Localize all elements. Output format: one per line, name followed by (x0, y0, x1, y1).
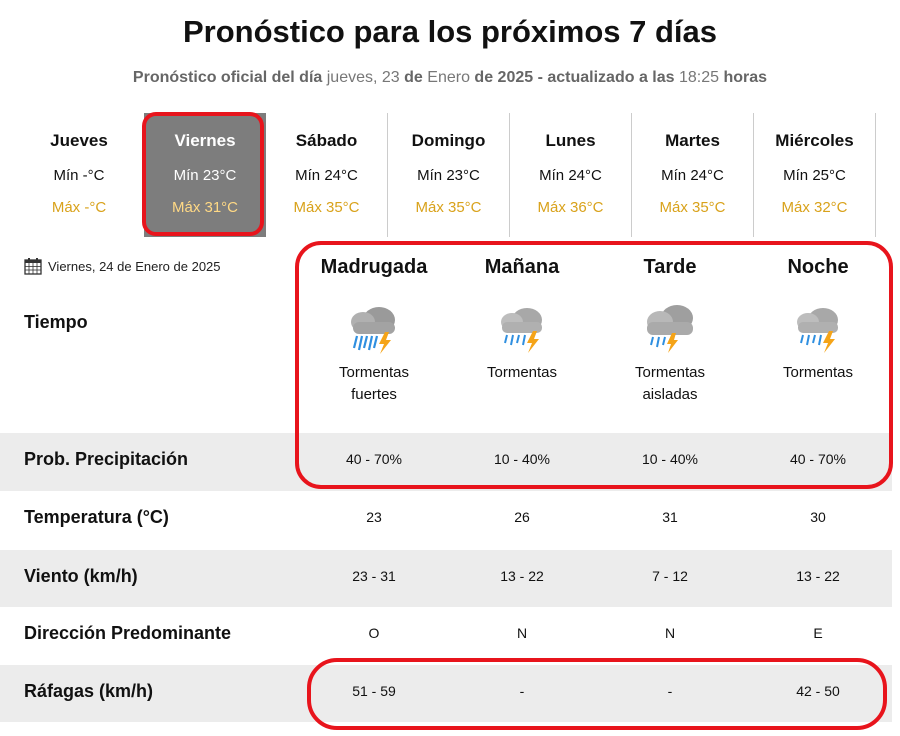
day-selector: Jueves Mín -°C Máx -°C Viernes Mín 23°C … (16, 113, 876, 237)
cell-value: 40 - 70% (789, 451, 847, 467)
subtitle-label: Pronóstico oficial del día (132, 69, 323, 86)
day-max: Máx 35°C (659, 199, 726, 216)
day-min: Mín -°C (53, 167, 105, 184)
day-tab-miercoles[interactable]: Miércoles Mín 25°C Máx 32°C (754, 113, 876, 237)
day-name: Miércoles (775, 131, 854, 150)
period-tarde: Tarde (643, 256, 697, 278)
cell-value: 31 (662, 509, 678, 525)
subtitle-time: 18:25 (678, 69, 720, 86)
subtitle-year: de 2025 (474, 69, 534, 86)
cell-value: N (664, 625, 676, 641)
detail-date: Viernes, 24 de Enero de 2025 (24, 257, 221, 275)
row-label: Prob. Precipitación (24, 449, 189, 469)
day-name: Martes (665, 131, 720, 150)
cell-value: E (813, 625, 823, 641)
cell-value: 26 (514, 509, 530, 525)
cell-value: 10 - 40% (641, 451, 699, 467)
row-label: Dirección Predominante (24, 623, 232, 643)
tiempo-label: Tiempo (24, 312, 88, 332)
selected-day-highlight (142, 112, 264, 236)
row-label: Viento (km/h) (24, 566, 138, 586)
day-max: Máx 35°C (293, 199, 360, 216)
day-min: Mín 23°C (173, 167, 237, 184)
storm-icon (797, 308, 838, 353)
weather-desc: Tormentas (782, 364, 854, 381)
wind-band (0, 550, 892, 607)
precip-band (0, 433, 892, 491)
day-tab-martes[interactable]: Martes Mín 24°C Máx 35°C (632, 113, 754, 237)
weather-desc-2: fuertes (351, 386, 397, 403)
cell-value: 51 - 59 (352, 683, 396, 699)
day-tab-sabado[interactable]: Sábado Mín 24°C Máx 35°C (266, 113, 388, 237)
weather-desc: Tormentas (338, 364, 410, 381)
cell-value: N (516, 625, 528, 641)
weather-madrugada: Tormentas fuertes (300, 300, 448, 406)
day-max: Máx 32°C (781, 199, 848, 216)
period-manana: Mañana (484, 256, 560, 278)
subtitle-hours: horas (723, 69, 768, 86)
period-header: Madrugada Mañana Tarde Noche (300, 250, 892, 286)
row-label: Ráfagas (km/h) (24, 681, 154, 701)
cell-value: - (519, 683, 525, 699)
calendar-icon (24, 257, 42, 275)
weather-desc-2: aisladas (642, 386, 698, 403)
weather-highlight (295, 241, 893, 489)
day-min: Mín 24°C (661, 167, 724, 184)
day-tab-viernes[interactable]: Viernes Mín 23°C Máx 31°C (144, 113, 266, 237)
row-label: Temperatura (°C) (24, 507, 169, 527)
row-gusts: Ráfagas (km/h) 51 - 59 - - 42 - 50 (0, 665, 892, 721)
period-noche: Noche (787, 256, 849, 278)
subtitle-month: Enero (427, 69, 470, 86)
cell-value: 10 - 40% (493, 451, 551, 467)
day-min: Mín 25°C (783, 167, 846, 184)
day-tab-lunes[interactable]: Lunes Mín 24°C Máx 36°C (510, 113, 632, 237)
subtitle-updated: - actualizado a las (537, 69, 675, 86)
day-tab-jueves[interactable]: Jueves Mín -°C Máx -°C (18, 113, 140, 237)
day-tab-domingo[interactable]: Domingo Mín 23°C Máx 35°C (388, 113, 510, 237)
day-min: Mín 24°C (295, 167, 358, 184)
row-precipitation: Prob. Precipitación 40 - 70% 10 - 40% 10… (0, 433, 892, 489)
day-name: Lunes (545, 131, 596, 150)
day-max: Máx -°C (51, 199, 107, 216)
cell-value: 23 (366, 509, 382, 525)
day-name: Viernes (174, 131, 236, 150)
day-max: Máx 36°C (537, 199, 604, 216)
weather-noche: Tormentas (744, 300, 892, 384)
day-min: Mín 24°C (539, 167, 602, 184)
day-name: Jueves (50, 131, 108, 150)
day-max: Máx 31°C (171, 199, 239, 216)
day-max: Máx 35°C (415, 199, 482, 216)
cell-value: 13 - 22 (500, 568, 544, 584)
cell-value: - (667, 683, 673, 699)
detail-date-text: Viernes, 24 de Enero de 2025 (48, 258, 221, 274)
cell-value: 7 - 12 (652, 568, 688, 584)
gusts-highlight (307, 658, 887, 730)
weather-tarde: Tormentas aisladas (596, 300, 744, 406)
cell-value: 13 - 22 (796, 568, 840, 584)
subtitle-date: jueves, 23 (326, 69, 400, 86)
storm-icon (501, 308, 542, 353)
cell-value: 42 - 50 (796, 683, 840, 699)
day-name: Sábado (295, 131, 358, 150)
cell-value: O (368, 625, 380, 641)
period-madrugada: Madrugada (320, 256, 428, 278)
gusts-band (0, 665, 892, 722)
day-name: Domingo (411, 131, 486, 150)
row-temperature: Temperatura (°C) 23 26 31 30 (0, 491, 892, 547)
cell-value: 30 (810, 509, 826, 525)
subtitle-de: de (404, 69, 423, 86)
cell-value: 23 - 31 (352, 568, 396, 584)
row-wind: Viento (km/h) 23 - 31 13 - 22 7 - 12 13 … (0, 550, 892, 606)
isolated-storm-icon (647, 305, 693, 353)
heavy-storm-icon (351, 307, 395, 354)
row-direction: Dirección Predominante O N N E (0, 607, 892, 663)
page-title: Pronóstico para los próximos 7 días (182, 14, 718, 49)
weather-desc: Tormentas (486, 364, 558, 381)
page-subtitle: Pronóstico oficial del día jueves, 23 de… (0, 69, 900, 87)
weather-manana: Tormentas (448, 300, 596, 384)
cell-value: 40 - 70% (345, 451, 403, 467)
weather-desc: Tormentas (634, 364, 706, 381)
day-min: Mín 23°C (417, 167, 480, 184)
